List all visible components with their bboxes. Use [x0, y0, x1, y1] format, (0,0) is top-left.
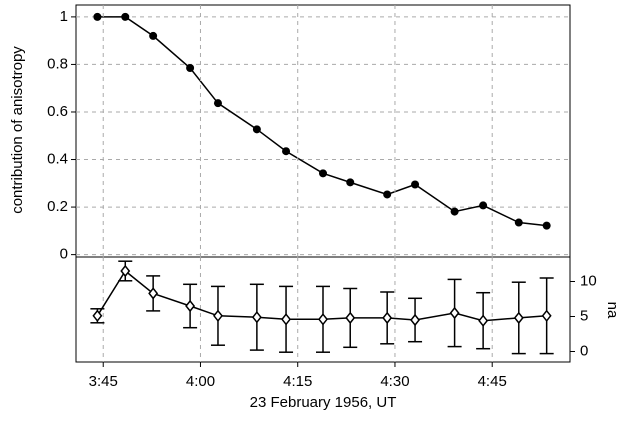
y2-tick-label: 10 — [580, 272, 597, 289]
point — [318, 313, 328, 326]
x-tick-label: 4:45 — [478, 373, 507, 390]
point — [185, 299, 196, 313]
y-tick-label: 0 — [60, 246, 68, 263]
bottom-frame — [75, 256, 571, 363]
y-tick-label: 0.8 — [47, 55, 68, 72]
point — [281, 313, 292, 326]
point — [148, 287, 159, 300]
point — [319, 169, 327, 178]
point — [252, 125, 261, 134]
point — [213, 99, 222, 108]
x-tick-label: 4:15 — [283, 373, 312, 390]
point — [213, 309, 223, 323]
point — [513, 311, 524, 325]
point — [479, 201, 488, 210]
point — [411, 180, 420, 189]
y-tick-label: 0.4 — [47, 150, 68, 167]
point — [120, 264, 131, 278]
point — [121, 12, 130, 21]
point — [542, 221, 551, 230]
y-tick-label: 0.6 — [47, 103, 68, 120]
y-axis-label: contribution of anisotropy — [9, 46, 26, 214]
y-tick-label: 1 — [60, 8, 68, 25]
y2-tick-label: 0 — [580, 342, 588, 359]
point — [345, 311, 356, 325]
point — [282, 147, 291, 156]
point — [186, 64, 195, 72]
point — [346, 178, 355, 187]
point — [149, 31, 158, 40]
series-line — [96, 269, 547, 322]
y-tick-label: 0.2 — [47, 198, 68, 215]
y2-tick-label: 5 — [580, 307, 588, 324]
series-line — [97, 16, 547, 227]
point — [450, 207, 459, 216]
point — [514, 218, 523, 227]
y2-axis-label: na — [604, 302, 621, 319]
point — [541, 309, 552, 323]
point — [382, 311, 393, 325]
top-frame — [75, 4, 571, 258]
point — [251, 310, 262, 324]
x-tick-label: 4:00 — [186, 373, 215, 390]
point — [92, 309, 103, 323]
point — [478, 314, 489, 327]
x-axis-label: 23 February 1956, UT — [250, 394, 397, 411]
point — [449, 306, 460, 320]
point — [383, 190, 392, 199]
point — [410, 313, 421, 327]
x-tick-label: 3:45 — [89, 373, 118, 390]
point — [93, 12, 102, 21]
x-tick-label: 4:30 — [380, 373, 409, 390]
